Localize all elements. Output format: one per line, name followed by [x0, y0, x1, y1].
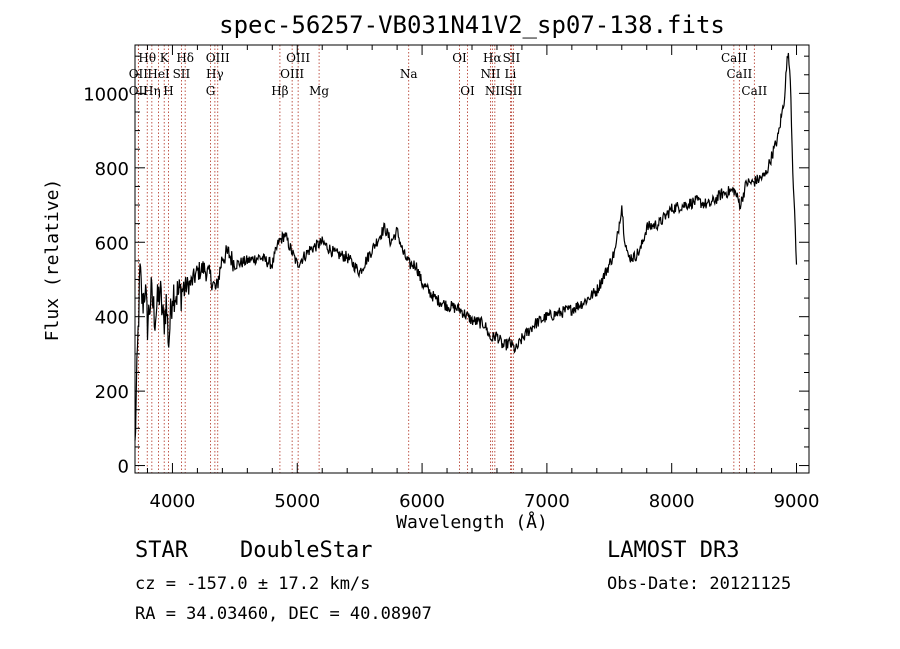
x-tick-label: 5000	[274, 491, 320, 512]
x-tick-label: 6000	[399, 491, 445, 512]
x-axis-label: Wavelength (Å)	[396, 511, 548, 533]
spectral-line-label: Hγ	[206, 67, 224, 81]
survey-name: LAMOST DR3	[607, 538, 740, 563]
spectral-line-label: OIII	[206, 51, 230, 65]
spectral-line-label: OII	[129, 84, 149, 98]
y-tick-label: 0	[118, 457, 129, 478]
spectral-line-label: Li	[505, 67, 517, 81]
spectral-line-label: HeI	[147, 67, 170, 81]
spectral-line-label: NII	[480, 67, 500, 81]
spectral-line-label: NII	[485, 84, 505, 98]
spectral-line-label: Mg	[309, 84, 329, 98]
ra-dec: RA = 34.03460, DEC = 40.08907	[135, 604, 432, 624]
x-tick-label: 7000	[524, 491, 570, 512]
spectral-line-label: CaII	[726, 67, 752, 81]
spectral-lines-layer	[137, 45, 755, 473]
x-axis-ticks: 4000 5000 6000 7000 8000 9000	[146, 45, 820, 512]
x-tick-label: 8000	[649, 491, 695, 512]
y-tick-label: 800	[95, 159, 129, 180]
spectral-line-label: SII	[173, 67, 191, 81]
spectral-line-label: Hα	[483, 51, 502, 65]
spectral-line-label: K	[160, 51, 170, 65]
observation-date: Obs-Date: 20121125	[607, 574, 792, 594]
flux-series-line	[134, 52, 798, 441]
spectral-line-label: G	[206, 84, 216, 98]
x-tick-label: 4000	[150, 491, 196, 512]
redshift-cz: cz = -157.0 ± 17.2 km/s	[135, 574, 371, 594]
spectral-line-label: CaII	[741, 84, 767, 98]
plot-frame	[134, 44, 810, 474]
y-tick-label: 1000	[83, 84, 129, 105]
y-tick-label: 400	[95, 308, 129, 329]
spectral-line-label: OII	[129, 67, 149, 81]
spectral-line-label: Hθ	[138, 51, 156, 65]
spectral-line-label: OIII	[286, 51, 310, 65]
spectral-line-label: Hβ	[271, 84, 288, 98]
spectral-line-label: OIII	[280, 67, 304, 81]
chart-title: spec-56257-VB031N41V2_sp07-138.fits	[219, 11, 725, 39]
object-subclass: DoubleStar	[240, 538, 373, 563]
object-class: STAR	[135, 538, 188, 563]
x-tick-label: 9000	[774, 491, 820, 512]
spectral-line-label: Hη	[143, 84, 161, 98]
y-axis-ticks: 0 200 400 600 800 1000	[83, 55, 809, 478]
y-tick-label: 200	[95, 382, 129, 403]
spectral-line-label: OI	[460, 84, 475, 98]
spectral-line-label: Hδ	[176, 51, 194, 65]
spectral-line-label: Na	[400, 67, 418, 81]
spectral-line-label: SII	[504, 84, 522, 98]
spectral-line-label: SII	[503, 51, 521, 65]
spectral-line-label: H	[163, 84, 173, 98]
y-axis-label: Flux (relative)	[42, 179, 63, 342]
spectral-line-label: OI	[452, 51, 467, 65]
spectral-line-label: CaII	[721, 51, 747, 65]
y-tick-label: 600	[95, 233, 129, 254]
